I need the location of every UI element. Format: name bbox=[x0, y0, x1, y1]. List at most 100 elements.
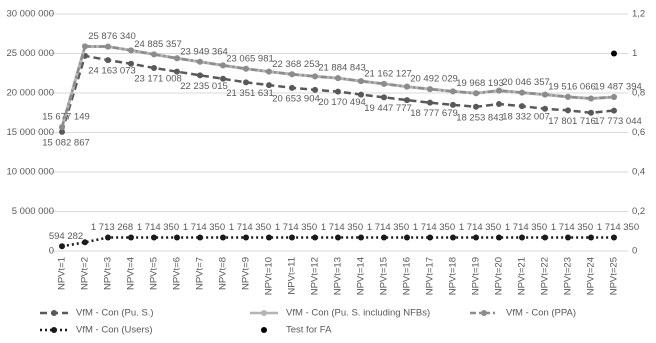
y2-tick-label: 0,6 bbox=[632, 127, 645, 138]
marker bbox=[588, 95, 594, 102]
marker bbox=[128, 234, 134, 241]
marker bbox=[59, 128, 65, 135]
marker bbox=[335, 88, 341, 95]
value-label: 19 447 777 bbox=[364, 103, 412, 114]
marker bbox=[611, 50, 617, 57]
x-tick-label: NPVt=19 bbox=[471, 257, 482, 295]
marker bbox=[335, 75, 341, 82]
marker bbox=[243, 65, 249, 72]
marker bbox=[496, 87, 502, 94]
marker bbox=[588, 109, 594, 116]
value-label: 17 773 044 bbox=[594, 116, 642, 127]
marker bbox=[243, 234, 249, 241]
marker bbox=[312, 73, 318, 80]
value-label: 24 885 357 bbox=[134, 39, 182, 50]
value-label: 1 714 350 bbox=[413, 222, 455, 233]
marker bbox=[59, 243, 65, 250]
marker bbox=[450, 101, 456, 108]
x-tick-label: NPVt=25 bbox=[609, 257, 620, 295]
marker bbox=[105, 43, 111, 50]
value-label: 25 876 340 bbox=[88, 31, 136, 42]
value-label: 21 351 631 bbox=[226, 88, 274, 99]
marker bbox=[473, 234, 479, 241]
marker bbox=[473, 103, 479, 110]
marker bbox=[450, 234, 456, 241]
marker bbox=[519, 234, 525, 241]
marker bbox=[542, 105, 548, 112]
marker bbox=[128, 60, 134, 67]
marker bbox=[312, 86, 318, 93]
value-label: 1 714 350 bbox=[551, 222, 593, 233]
x-tick-label: NPVt=23 bbox=[563, 257, 574, 295]
x-tick-label: NPVt=7 bbox=[195, 257, 206, 290]
marker bbox=[565, 107, 571, 114]
value-label: 1 713 268 bbox=[91, 222, 133, 233]
legend-marker bbox=[261, 327, 267, 333]
x-tick-label: NPVt=11 bbox=[287, 257, 298, 295]
value-label: 1 714 350 bbox=[459, 222, 501, 233]
marker bbox=[220, 234, 226, 241]
marker bbox=[289, 71, 295, 78]
value-label: 1 714 350 bbox=[367, 222, 409, 233]
marker bbox=[266, 68, 272, 75]
value-label: 20 492 029 bbox=[410, 74, 458, 85]
legend-label: VfM - Con (Users) bbox=[76, 325, 153, 336]
x-tick-label: NPVt=3 bbox=[103, 257, 114, 290]
marker bbox=[404, 97, 410, 104]
value-label: 18 332 007 bbox=[502, 112, 550, 123]
marker bbox=[82, 239, 88, 246]
marker bbox=[358, 78, 364, 85]
y-tick-label: 5 000 000 bbox=[12, 206, 54, 217]
marker bbox=[519, 89, 525, 96]
y2-tick-label: 0,4 bbox=[632, 167, 645, 178]
marker bbox=[197, 58, 203, 65]
x-tick-label: NPVt=15 bbox=[379, 257, 390, 295]
y-tick-label: 20 000 000 bbox=[6, 88, 54, 99]
x-tick-label: NPVt=24 bbox=[586, 257, 597, 295]
y2-tick-label: 1 bbox=[632, 48, 637, 59]
y-tick-label: 30 000 000 bbox=[6, 9, 54, 20]
marker bbox=[611, 94, 617, 101]
x-tick-label: NPVt=4 bbox=[126, 257, 137, 290]
value-label: 22 235 015 bbox=[180, 81, 228, 92]
marker bbox=[174, 68, 180, 75]
value-label: 19 487 394 bbox=[594, 82, 642, 93]
legend-marker bbox=[481, 310, 487, 316]
marker bbox=[105, 57, 111, 64]
value-label: 21 884 843 bbox=[318, 63, 366, 74]
marker bbox=[381, 94, 387, 101]
marker bbox=[542, 91, 548, 98]
legend-marker bbox=[261, 310, 267, 316]
value-label: 17 801 716 bbox=[548, 116, 596, 127]
marker bbox=[151, 51, 157, 58]
marker bbox=[289, 234, 295, 241]
marker bbox=[220, 62, 226, 69]
value-label: 24 163 073 bbox=[88, 66, 136, 77]
marker bbox=[358, 91, 364, 98]
marker bbox=[565, 93, 571, 100]
x-tick-label: NPVt=1 bbox=[57, 257, 68, 290]
marker bbox=[151, 64, 157, 71]
x-tick-label: NPVt=10 bbox=[264, 257, 275, 295]
y2-tick-label: 1,2 bbox=[632, 9, 645, 20]
x-tick-label: NPVt=21 bbox=[517, 257, 528, 295]
marker bbox=[197, 234, 203, 241]
marker bbox=[381, 80, 387, 87]
value-label: 23 949 364 bbox=[180, 46, 228, 57]
marker bbox=[151, 234, 157, 241]
marker bbox=[266, 82, 272, 89]
legend-label: Test for FA bbox=[286, 325, 332, 336]
marker bbox=[404, 83, 410, 90]
value-label: 1 714 350 bbox=[183, 222, 225, 233]
legend-label: VfM - Con (Pu. S. including NFBs) bbox=[286, 308, 430, 319]
marker bbox=[427, 234, 433, 241]
marker bbox=[105, 234, 111, 241]
marker bbox=[335, 234, 341, 241]
value-label: 1 714 350 bbox=[505, 222, 547, 233]
value-label: 21 162 127 bbox=[364, 68, 412, 79]
y-tick-label: 0 bbox=[49, 246, 54, 257]
marker bbox=[496, 234, 502, 241]
y-tick-label: 10 000 000 bbox=[6, 167, 54, 178]
